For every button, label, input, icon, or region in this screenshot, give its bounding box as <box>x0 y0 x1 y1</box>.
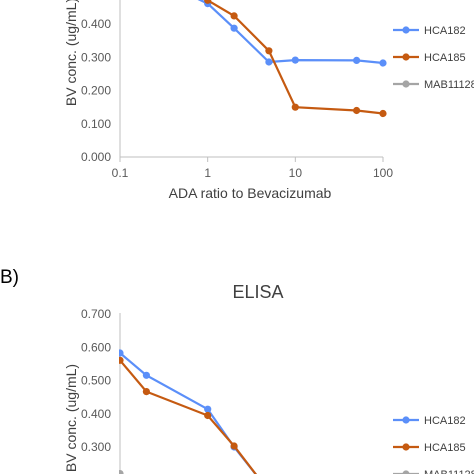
chart-bottom-point-hca185 <box>230 442 238 450</box>
chart-top-point-hca185 <box>353 106 361 115</box>
chart-top-x-tick-label: 100 <box>373 166 393 180</box>
chart-top-point-hca185 <box>265 47 273 55</box>
chart-bottom-legend-swatch-marker <box>402 443 410 451</box>
chart-bottom-legend-label: MAB11128 <box>424 469 474 474</box>
chart-top-series-hca182 <box>197 0 387 67</box>
chart-bottom-legend-item-hca185: HCA185 <box>393 442 466 454</box>
chart-top-point-hca185 <box>379 109 387 118</box>
chart-bottom-legend-label: HCA182 <box>424 415 466 427</box>
chart-top-axes <box>119 0 384 162</box>
chart-top-y-axis-title: BV conc. (ug/mL) <box>63 0 79 106</box>
chart-top-y-tick-label: 0.100 <box>81 117 111 131</box>
chart-top-point-hca182 <box>353 56 361 64</box>
chart-bottom-series <box>119 349 258 474</box>
chart-bottom-point-hca185 <box>142 388 150 396</box>
chart-top-point-hca182 <box>379 59 387 67</box>
chart-bottom-y-tick-label: 0.300 <box>81 440 111 454</box>
chart-bottom: ELISA 0.300 0.400 0.500 0.600 0.700 BV conc.… <box>63 282 474 474</box>
chart-top-tick-labels: 0.000 0.100 0.200 0.300 0.400 0.1 1 10 100 <box>81 17 393 180</box>
chart-bottom-y-tick-label: 0.600 <box>81 340 111 354</box>
chart-bottom-point-hca182 <box>204 405 212 413</box>
chart-top-x-axis-title: ADA ratio to Bevacizumab <box>169 185 332 201</box>
chart-top-legend-label: MAB11128 <box>424 79 474 91</box>
chart-top-y-tick-label: 0.300 <box>81 50 111 64</box>
chart-top-y-tick-label: 0.400 <box>81 17 111 31</box>
chart-top-x-tick-label: 0.1 <box>112 166 129 180</box>
chart-bottom-line-hca185 <box>119 359 258 474</box>
chart-bottom-legend-label: HCA185 <box>424 442 466 454</box>
chart-bottom-point-mab11128 <box>119 470 124 474</box>
chart-top-legend: HCA182 HCA185 MAB11128 <box>393 25 474 91</box>
chart-top: 0.000 0.100 0.200 0.300 0.400 0.1 1 10 100 ADA r… <box>63 0 474 201</box>
chart-top-legend-item-mab11128: MAB11128 <box>393 79 474 91</box>
chart-top-line-hca182 <box>197 0 384 65</box>
chart-bottom-legend: HCA182 HCA185 MAB11128 <box>393 415 474 474</box>
chart-top-y-tick-label: 0.200 <box>81 84 111 98</box>
chart-top-series <box>197 0 387 118</box>
chart-top-point-hca185 <box>204 0 212 4</box>
chart-bottom-point-hca185 <box>204 411 212 420</box>
chart-bottom-legend-swatch-marker <box>402 416 410 424</box>
chart-bottom-legend-item-mab11128: MAB11128 <box>393 469 474 474</box>
chart-top-legend-label: HCA185 <box>424 52 466 64</box>
chart-bottom-y-tick-label: 0.400 <box>81 407 111 421</box>
chart-top-y-tick-label: 0.000 <box>81 150 111 164</box>
chart-bottom-y-axis-title: BV conc. (ug/mL) <box>63 364 79 472</box>
chart-bottom-legend-swatch-marker <box>402 470 410 474</box>
chart-bottom-y-tick-label: 0.500 <box>81 374 111 388</box>
chart-top-point-hca182 <box>291 56 299 64</box>
chart-top-x-tick-label: 10 <box>289 166 303 180</box>
chart-top-x-tick-label: 1 <box>204 166 211 180</box>
chart-top-point-hca182 <box>265 58 273 66</box>
chart-bottom-series-mab11128 <box>119 470 124 474</box>
chart-bottom-legend-item-hca182: HCA182 <box>393 415 466 427</box>
chart-top-point-hca185 <box>230 12 238 20</box>
chart-top-line-hca185 <box>203 0 384 115</box>
chart-bottom-tick-labels: 0.300 0.400 0.500 0.600 0.700 <box>81 307 111 454</box>
chart-top-legend-item-hca182: HCA182 <box>393 25 466 37</box>
chart-top-point-hca182 <box>230 24 238 32</box>
chart-top-point-hca185 <box>291 103 299 111</box>
chart-top-legend-item-hca185: HCA185 <box>393 52 466 64</box>
chart-bottom-series-hca185 <box>119 356 258 474</box>
chart-bottom-line-hca182 <box>119 352 257 474</box>
chart-top-legend-swatch-marker <box>402 80 410 88</box>
chart-top-series-hca185 <box>203 0 387 118</box>
chart-top-legend-swatch-marker <box>402 53 410 61</box>
chart-bottom-y-tick-label: 0.700 <box>81 307 111 321</box>
chart-top-legend-swatch-marker <box>402 26 410 34</box>
chart-bottom-point-hca182 <box>142 371 150 379</box>
chart-bottom-point-hca182 <box>119 349 124 357</box>
chart-bottom-title: ELISA <box>232 282 283 302</box>
chart-top-legend-label: HCA182 <box>424 25 466 37</box>
chart-bottom-point-hca185 <box>119 356 124 364</box>
panel-b-label: B) <box>0 267 19 288</box>
